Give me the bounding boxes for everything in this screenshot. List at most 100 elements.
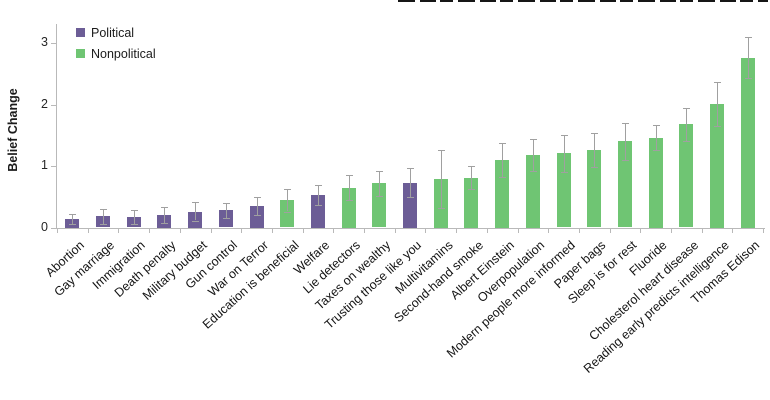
- error-bar-line: [134, 210, 135, 224]
- error-bar-cap-top: [315, 185, 322, 186]
- error-bar-line: [502, 143, 503, 177]
- x-tick-mark: [579, 229, 580, 233]
- error-bar-cap-top: [438, 150, 445, 151]
- x-tick-mark: [395, 229, 396, 233]
- error-bar-cap-top: [223, 203, 230, 204]
- error-bar-line: [379, 171, 380, 196]
- error-bar-cap-top: [561, 135, 568, 136]
- x-tick-mark: [303, 229, 304, 233]
- error-bar-cap-bottom: [223, 218, 230, 219]
- error-bar-line: [441, 150, 442, 208]
- error-bar-line: [748, 37, 749, 78]
- error-bar-cap-top: [69, 214, 76, 215]
- x-tick-mark: [610, 229, 611, 233]
- error-bar-line: [686, 108, 687, 141]
- error-bar-cap-bottom: [254, 215, 261, 216]
- x-tick-mark: [333, 229, 334, 233]
- error-bar-cap-bottom: [745, 78, 752, 79]
- error-bar-cap-bottom: [561, 172, 568, 173]
- x-tick-mark: [456, 229, 457, 233]
- x-tick-mark: [425, 229, 426, 233]
- bar: [188, 212, 202, 228]
- y-tick-label: 1: [41, 158, 48, 172]
- error-bar-line: [164, 207, 165, 223]
- y-axis-line: [56, 24, 57, 229]
- error-bar-cap-bottom: [683, 141, 690, 142]
- error-bar-cap-bottom: [653, 150, 660, 151]
- y-axis-title: Belief Change: [6, 88, 20, 172]
- political-swatch-icon: [76, 28, 85, 37]
- error-bar-cap-bottom: [499, 177, 506, 178]
- error-bar-cap-bottom: [438, 208, 445, 209]
- error-bar-line: [287, 189, 288, 211]
- bar: [464, 178, 478, 228]
- bar: [403, 183, 417, 228]
- error-bar-line: [625, 123, 626, 160]
- error-bar-cap-bottom: [346, 200, 353, 201]
- x-tick-mark: [211, 229, 212, 233]
- bar: [679, 124, 693, 227]
- error-bar-line: [349, 175, 350, 201]
- error-bar-line: [103, 209, 104, 224]
- error-bar-cap-bottom: [192, 221, 199, 222]
- error-bar-cap-top: [376, 171, 383, 172]
- error-bar-line: [257, 197, 258, 215]
- error-bar-cap-bottom: [315, 205, 322, 206]
- y-tick-mark: [51, 105, 56, 106]
- error-bar-cap-bottom: [161, 223, 168, 224]
- legend-item-political: Political: [76, 22, 156, 43]
- bar: [557, 153, 571, 227]
- bar: [741, 58, 755, 228]
- error-bar-cap-bottom: [468, 189, 475, 190]
- bar: [649, 138, 663, 228]
- bar: [280, 200, 294, 227]
- x-tick-mark: [763, 229, 764, 233]
- error-bar-cap-top: [683, 108, 690, 109]
- x-tick-mark: [640, 229, 641, 233]
- x-tick-mark: [518, 229, 519, 233]
- y-tick-mark: [51, 228, 56, 229]
- error-bar-cap-top: [530, 139, 537, 140]
- error-bar-cap-bottom: [714, 126, 721, 127]
- error-bar-line: [195, 202, 196, 220]
- error-bar-cap-top: [254, 197, 261, 198]
- x-axis-line: [56, 228, 766, 229]
- error-bar-cap-top: [499, 143, 506, 144]
- error-bar-cap-bottom: [131, 224, 138, 225]
- x-tick-mark: [180, 229, 181, 233]
- error-bar-cap-top: [284, 189, 291, 190]
- bar: [526, 155, 540, 228]
- y-tick-mark: [51, 166, 56, 167]
- error-bar-line: [410, 168, 411, 198]
- legend-item-nonpolitical: Nonpolitical: [76, 43, 156, 64]
- error-bar-cap-top: [714, 82, 721, 83]
- y-tick-label: 2: [41, 97, 48, 111]
- x-tick-mark: [671, 229, 672, 233]
- error-bar-line: [226, 203, 227, 218]
- bar: [710, 104, 724, 228]
- y-tick-mark: [51, 43, 56, 44]
- x-tick-mark: [88, 229, 89, 233]
- error-bar-line: [72, 214, 73, 224]
- bar: [587, 150, 601, 227]
- legend-label-political: Political: [91, 25, 135, 40]
- nonpolitical-swatch-icon: [76, 49, 85, 58]
- y-tick-label: 3: [41, 35, 48, 49]
- x-tick-mark: [272, 229, 273, 233]
- error-bar-line: [594, 133, 595, 167]
- bar: [372, 183, 386, 227]
- cropped-title-remnant: [398, 0, 768, 2]
- error-bar-cap-top: [622, 123, 629, 124]
- x-tick-mark: [149, 229, 150, 233]
- error-bar-cap-bottom: [591, 167, 598, 168]
- error-bar-line: [564, 135, 565, 172]
- y-tick-label: 0: [41, 220, 48, 234]
- error-bar-cap-top: [100, 209, 107, 210]
- error-bar-line: [656, 125, 657, 150]
- x-tick-mark: [364, 229, 365, 233]
- x-tick-mark: [118, 229, 119, 233]
- error-bar-cap-top: [745, 37, 752, 38]
- x-tick-mark: [57, 229, 58, 233]
- bar: [311, 195, 325, 228]
- error-bar-cap-bottom: [284, 212, 291, 213]
